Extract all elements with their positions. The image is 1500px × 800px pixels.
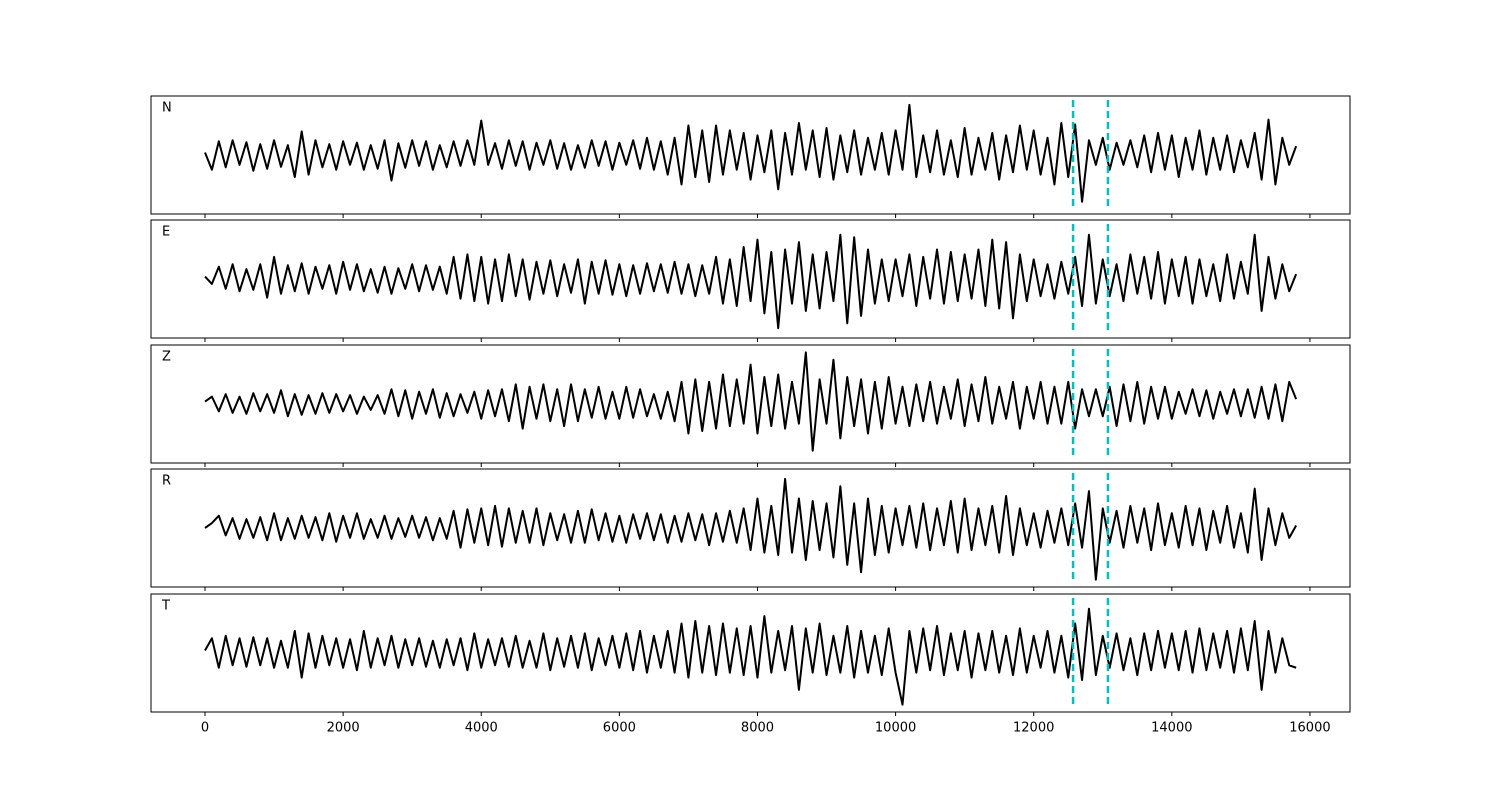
x-tick-label: 16000 xyxy=(1289,721,1330,736)
panel-frame xyxy=(150,593,1351,713)
trace xyxy=(204,103,1298,203)
x-tick-label: 12000 xyxy=(1013,721,1054,736)
panel-label: T xyxy=(161,599,170,614)
x-tick-label: 4000 xyxy=(465,721,498,736)
panel-frame xyxy=(150,219,1351,339)
trace xyxy=(204,233,1298,330)
panel-frame xyxy=(150,468,1351,588)
x-tick-label: 8000 xyxy=(741,721,774,736)
trace xyxy=(204,607,1297,706)
x-tick-label: 14000 xyxy=(1151,721,1192,736)
panel-frame xyxy=(150,344,1351,464)
panel-label: N xyxy=(162,101,172,116)
panel-label: R xyxy=(162,474,171,489)
panel-label: E xyxy=(162,225,170,240)
x-tick-label: 0 xyxy=(201,721,209,736)
x-tick-label: 6000 xyxy=(603,721,636,736)
x-tick-label: 10000 xyxy=(875,721,916,736)
trace xyxy=(204,351,1298,452)
x-tick-label: 2000 xyxy=(327,721,360,736)
panel-label: Z xyxy=(162,350,171,365)
panel-frame xyxy=(150,95,1351,215)
trace xyxy=(204,477,1298,581)
